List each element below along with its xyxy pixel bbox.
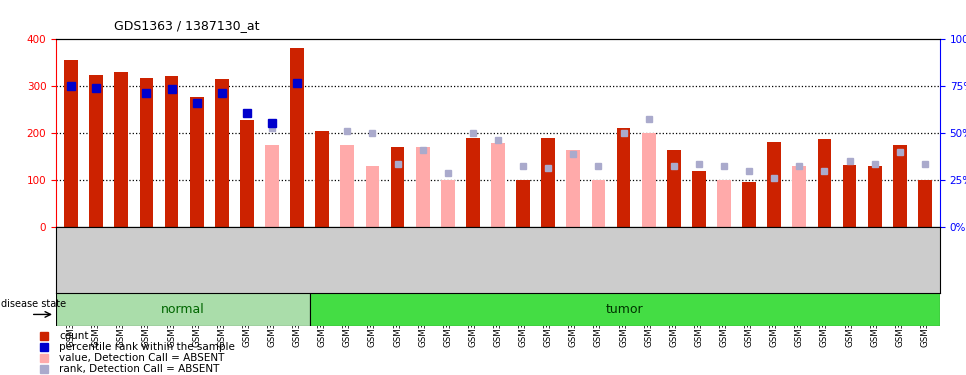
Text: disease state: disease state [1,299,67,309]
Bar [415,147,430,227]
Bar [64,60,78,227]
Bar [893,145,907,227]
Bar [365,166,380,227]
Bar [340,145,355,227]
Bar [114,72,128,227]
Bar [842,165,857,227]
Text: count: count [59,331,89,340]
Bar [139,78,154,227]
Bar [641,133,656,227]
Text: tumor: tumor [606,303,643,316]
Bar [214,79,229,227]
Bar [491,142,505,227]
Text: GDS1363 / 1387130_at: GDS1363 / 1387130_at [114,19,260,32]
Bar [742,182,756,227]
Bar [616,128,631,227]
Bar [164,76,179,227]
Bar [440,180,455,227]
Text: normal: normal [161,303,205,316]
Bar [390,147,405,227]
Bar [566,150,581,227]
Bar [792,166,807,227]
Bar [315,131,329,227]
Bar [667,150,681,227]
Bar [867,166,882,227]
Bar [516,180,530,227]
Bar [767,142,781,227]
Bar [591,180,606,227]
Bar [189,97,204,227]
Bar [265,145,279,227]
Text: value, Detection Call = ABSENT: value, Detection Call = ABSENT [59,353,224,363]
Bar [290,48,304,227]
Bar [240,120,254,227]
Bar [466,138,480,227]
Bar [717,180,731,227]
Bar [56,292,310,326]
Bar [817,139,832,227]
Text: rank, Detection Call = ABSENT: rank, Detection Call = ABSENT [59,364,219,374]
Bar [310,292,940,326]
Bar [89,75,103,227]
Bar [541,138,555,227]
Bar [415,167,430,227]
Bar [918,180,932,227]
Text: percentile rank within the sample: percentile rank within the sample [59,342,235,352]
Bar [692,171,706,227]
